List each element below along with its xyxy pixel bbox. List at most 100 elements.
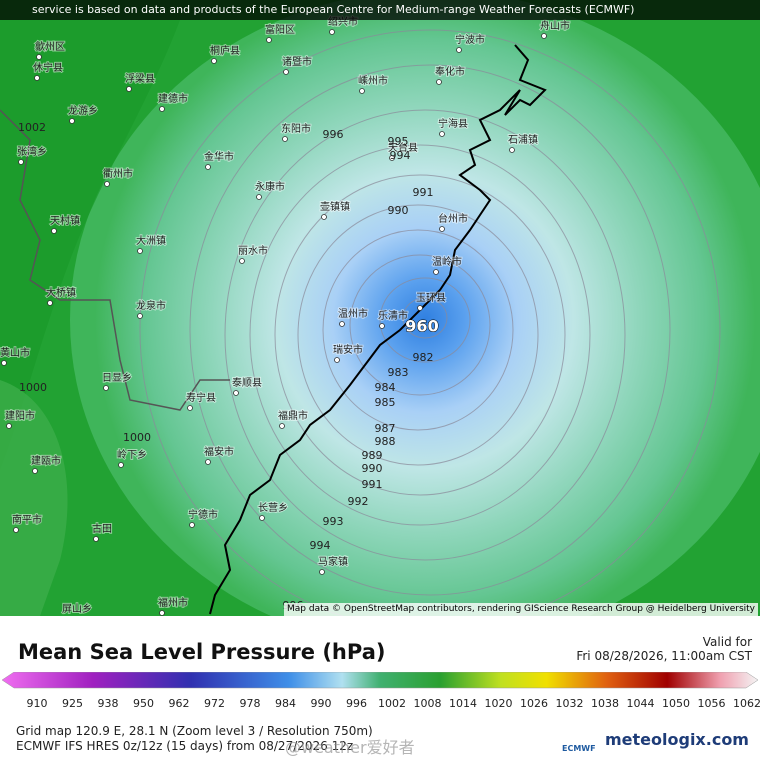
place-dot bbox=[319, 569, 325, 575]
place-dot bbox=[205, 164, 211, 170]
place-label: 乐清市 bbox=[378, 309, 408, 322]
place-dot bbox=[187, 405, 193, 411]
scale-label: 1056 bbox=[698, 697, 726, 710]
isobar-label: 990 bbox=[362, 462, 383, 475]
scale-label: 910 bbox=[27, 697, 48, 710]
attribution: service is based on data and products of… bbox=[0, 0, 760, 20]
isobar-label: 996 bbox=[323, 128, 344, 141]
place-label: 衢州市 bbox=[103, 167, 133, 180]
place-label: 日显乡 bbox=[102, 372, 132, 384]
place-label: 嵊州市 bbox=[358, 74, 388, 87]
ecmwf-logo: ECMWF bbox=[562, 744, 596, 753]
place-label: 壶镇镇 bbox=[320, 200, 350, 213]
place-dot bbox=[266, 37, 272, 43]
place-dot bbox=[541, 33, 547, 39]
place-dot bbox=[282, 136, 288, 142]
scale-label: 962 bbox=[169, 697, 190, 710]
place-dot bbox=[439, 131, 445, 137]
isobar-label: 990 bbox=[388, 204, 409, 217]
place-dot bbox=[137, 313, 143, 319]
isobar-label: 1000 bbox=[123, 431, 151, 444]
place-dot bbox=[339, 321, 345, 327]
scale-label: 1038 bbox=[591, 697, 619, 710]
scale-label: 1014 bbox=[449, 697, 477, 710]
coastline bbox=[209, 44, 547, 615]
scale-label: 978 bbox=[240, 697, 261, 710]
watermark: @weather爱好者 bbox=[285, 738, 415, 757]
pressure-field bbox=[70, 0, 760, 616]
place-label: 屏山乡 bbox=[62, 603, 92, 615]
place-dot bbox=[47, 300, 53, 306]
isobar-lines bbox=[139, 29, 721, 616]
place-dot bbox=[13, 527, 19, 533]
scale-label: 1008 bbox=[414, 697, 442, 710]
place-dot bbox=[283, 69, 289, 75]
place-dot bbox=[456, 47, 462, 53]
isobar-label: 989 bbox=[362, 449, 383, 462]
place-label: 福安市 bbox=[204, 445, 234, 458]
place-label: 龙泉市 bbox=[136, 299, 166, 312]
place-dot bbox=[6, 423, 12, 429]
map-credit: Map data © OpenStreetMap contributors, r… bbox=[284, 603, 758, 616]
place-dot bbox=[321, 214, 327, 220]
scale-label: 925 bbox=[62, 697, 83, 710]
scale-label: 1032 bbox=[556, 697, 584, 710]
brand-logo: meteologix.com bbox=[605, 730, 749, 749]
place-dot bbox=[233, 390, 239, 396]
isobar-label: 991 bbox=[413, 186, 434, 199]
scale-label: 1002 bbox=[378, 697, 406, 710]
grid-info: Grid map 120.9 E, 28.1 N (Zoom level 3 /… bbox=[16, 724, 373, 738]
scale-label: 1026 bbox=[520, 697, 548, 710]
place-dot bbox=[259, 515, 265, 521]
isobar-label: 982 bbox=[413, 351, 434, 364]
scale-label: 950 bbox=[133, 697, 154, 710]
isobar-label: 1002 bbox=[18, 121, 46, 134]
place-label: 丽水市 bbox=[238, 244, 268, 257]
place-dot bbox=[69, 118, 75, 124]
scale-label: 1050 bbox=[662, 697, 690, 710]
isobar-label: 988 bbox=[375, 435, 396, 448]
isobar-label: 992 bbox=[348, 495, 369, 508]
place-label: 马家镇 bbox=[318, 555, 348, 568]
place-label: 永康市 bbox=[255, 180, 285, 193]
place-dot bbox=[239, 258, 245, 264]
color-scale: 910 925 938 950 962 972 978 984 990 996 1002 1008 10… bbox=[1, 672, 760, 710]
place-dot bbox=[103, 385, 109, 391]
place-dot bbox=[34, 75, 40, 81]
place-dot bbox=[51, 228, 57, 234]
place-label: 休宁县 bbox=[33, 61, 63, 74]
place-dot bbox=[417, 305, 423, 311]
place-label: 台州市 bbox=[438, 212, 468, 225]
place-label: 玉环县 bbox=[416, 292, 446, 304]
place-dot bbox=[334, 357, 340, 363]
place-label: 富阳区 bbox=[265, 23, 295, 36]
place-label: 歙州区 bbox=[35, 40, 65, 53]
place-dot bbox=[126, 86, 132, 92]
isobar-label: 991 bbox=[362, 478, 383, 491]
place-label: 建阳市 bbox=[5, 409, 35, 422]
province-border bbox=[0, 109, 230, 411]
place-label: 福州市 bbox=[158, 596, 188, 609]
place-dot bbox=[279, 423, 285, 429]
place-dot bbox=[159, 106, 165, 112]
isobar-label: 984 bbox=[375, 381, 396, 394]
scale-label: 996 bbox=[346, 697, 367, 710]
place-dot bbox=[329, 29, 335, 35]
place-dot bbox=[189, 522, 195, 528]
land-shade bbox=[0, 20, 180, 470]
isobar-label: 994 bbox=[390, 149, 411, 162]
place-dot bbox=[118, 462, 124, 468]
land-shade bbox=[0, 380, 68, 616]
place-dot bbox=[256, 194, 262, 200]
place-dot bbox=[32, 468, 38, 474]
place-label: 岭下乡 bbox=[117, 448, 147, 461]
place-dot bbox=[18, 159, 24, 165]
place-label: 奉化市 bbox=[435, 65, 465, 78]
place-dot bbox=[359, 88, 365, 94]
place-label: 泰顺县 bbox=[232, 376, 262, 389]
place-dot bbox=[509, 147, 515, 153]
place-label: 大桥镇 bbox=[46, 286, 76, 299]
isobar-label: 987 bbox=[375, 422, 396, 435]
